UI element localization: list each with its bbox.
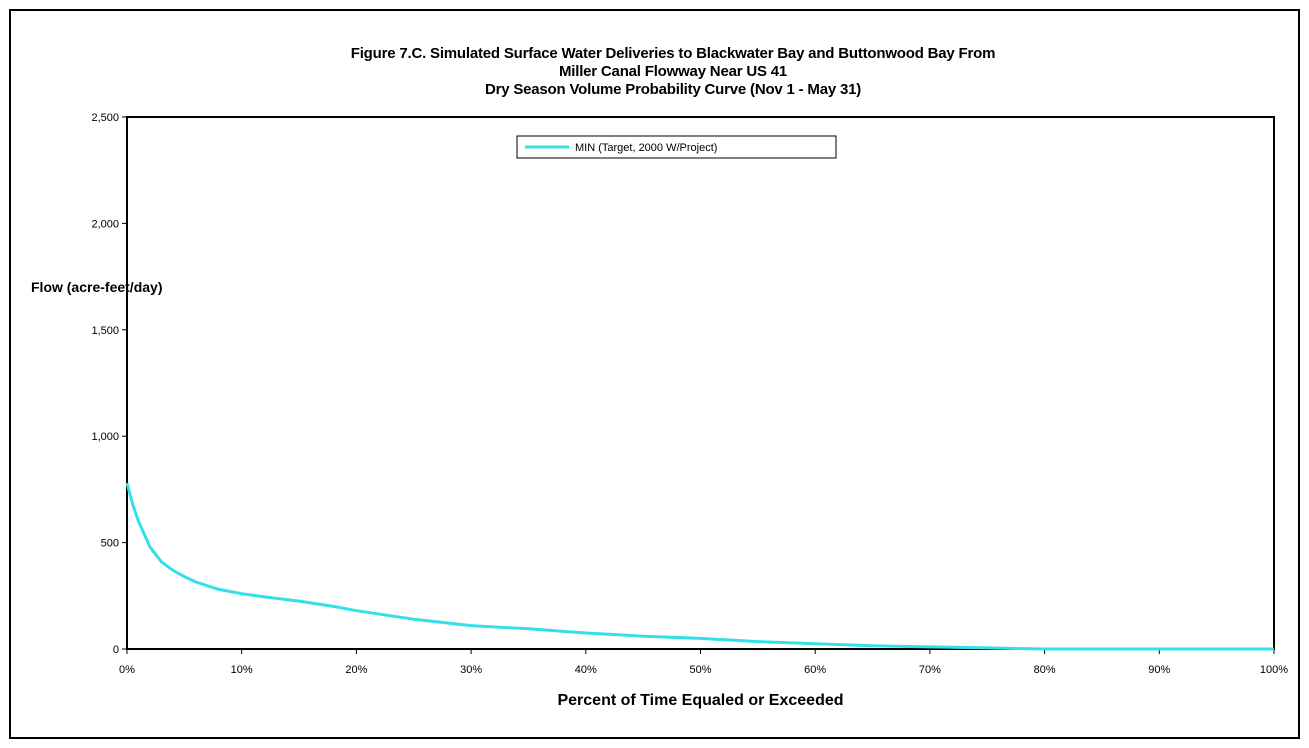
x-tick-label: 10%: [231, 664, 253, 676]
x-tick-label: 70%: [919, 664, 941, 676]
series-line-0: [125, 482, 1274, 651]
y-tick-label: 1,000: [91, 431, 119, 443]
y-axis-label: Flow (acre-feet/day): [31, 279, 163, 295]
y-tick-label: 500: [101, 538, 119, 550]
x-tick-label: 80%: [1034, 664, 1056, 676]
x-tick-label: 60%: [804, 664, 826, 676]
legend-label: MIN (Target, 2000 W/Project): [575, 142, 717, 154]
x-tick-label: 20%: [345, 664, 367, 676]
y-tick-label: 2,000: [91, 218, 119, 230]
chart-title-line-2: Miller Canal Flowway Near US 41: [558, 63, 788, 80]
chart-title-line-3: Dry Season Volume Probability Curve (Nov…: [484, 81, 862, 98]
y-tick-label: 2,500: [91, 112, 119, 124]
legend: MIN (Target, 2000 W/Project): [516, 135, 837, 159]
x-axis-label: Percent of Time Equaled or Exceeded: [557, 692, 844, 709]
x-tick-label: 50%: [689, 664, 711, 676]
series-layer: [125, 482, 1274, 651]
y-tick-label: 0: [113, 644, 119, 656]
x-tick-label: 40%: [575, 664, 597, 676]
x-tick-label: 30%: [460, 664, 482, 676]
plot-area: [126, 116, 1275, 650]
x-axis: 0% 10% 20% 30% 40% 50% 60% 70% 80% 90% 100%: [119, 649, 1288, 676]
y-tick-label: 1,500: [91, 325, 119, 337]
x-tick-label: 100%: [1260, 664, 1288, 676]
legend-box: [516, 135, 837, 159]
y-axis: 0 500 1,000 1,500 2,000 2,500: [91, 112, 127, 656]
x-tick-label: 90%: [1148, 664, 1170, 676]
x-tick-label: 0%: [119, 664, 135, 676]
chart-title-line-1: Figure 7.C. Simulated Surface Water Deli…: [350, 45, 996, 62]
